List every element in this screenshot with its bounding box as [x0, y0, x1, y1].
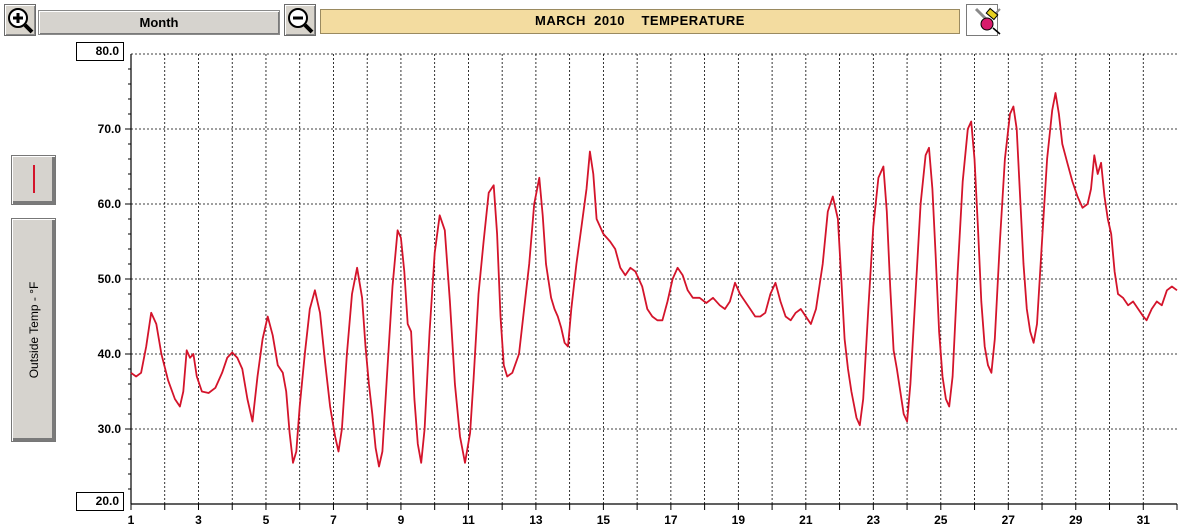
y-tick-label: 50.0 — [98, 272, 122, 286]
y-max-box[interactable]: 80.0 — [76, 42, 124, 61]
y-tick-label: 40.0 — [98, 347, 122, 361]
chart-title: MARCH 2010 TEMPERATURE — [320, 9, 960, 34]
temperature-series-line — [130, 92, 1178, 468]
y-tick-label: 30.0 — [98, 422, 122, 436]
x-tick-label: 3 — [195, 513, 202, 527]
zoom-in-button[interactable] — [4, 4, 36, 36]
x-tick-label: 13 — [529, 513, 543, 527]
x-tick-label: 25 — [934, 513, 948, 527]
series-line-icon — [33, 165, 35, 193]
x-tick-label: 21 — [799, 513, 813, 527]
x-tick-label: 9 — [398, 513, 405, 527]
y-min-box[interactable]: 20.0 — [76, 492, 124, 511]
x-tick-label: 23 — [867, 513, 881, 527]
zoom-in-icon — [8, 8, 34, 34]
y-axis-label-button[interactable]: Outside Temp - °F — [11, 218, 56, 442]
paint-eraser-button[interactable] — [966, 4, 1001, 36]
zoom-out-icon — [288, 8, 314, 34]
x-tick-label: 1 — [128, 513, 135, 527]
y-tick-label: 60.0 — [98, 197, 122, 211]
x-tick-label: 17 — [664, 513, 678, 527]
x-tick-label: 15 — [597, 513, 611, 527]
paint-eraser-icon — [974, 7, 1001, 35]
x-tick-label: 11 — [462, 513, 475, 527]
zoom-out-button[interactable] — [284, 4, 316, 36]
x-tick-label: 7 — [330, 513, 337, 527]
x-tick-label: 31 — [1137, 513, 1151, 527]
x-tick-label: 19 — [732, 513, 746, 527]
x-tick-label: 5 — [263, 513, 270, 527]
series-legend-button[interactable] — [11, 155, 56, 205]
x-tick-label: 27 — [1002, 513, 1016, 527]
period-select-button[interactable]: Month — [38, 10, 280, 35]
y-tick-label: 70.0 — [98, 122, 122, 136]
x-tick-label: 29 — [1069, 513, 1083, 527]
